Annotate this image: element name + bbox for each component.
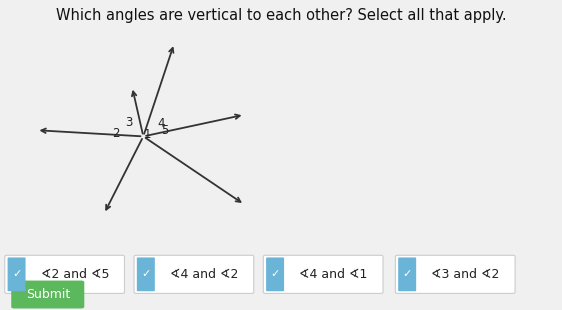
Text: 3: 3 bbox=[125, 116, 133, 129]
FancyBboxPatch shape bbox=[396, 255, 515, 293]
FancyBboxPatch shape bbox=[266, 257, 284, 291]
FancyBboxPatch shape bbox=[398, 257, 416, 291]
Text: ∢4 and ∢1: ∢4 and ∢1 bbox=[300, 268, 368, 281]
Text: ∢2 and ∢5: ∢2 and ∢5 bbox=[41, 268, 109, 281]
Text: Submit: Submit bbox=[26, 288, 70, 301]
Text: 2: 2 bbox=[112, 127, 120, 140]
FancyBboxPatch shape bbox=[11, 281, 84, 308]
Text: ✓: ✓ bbox=[12, 269, 21, 279]
FancyBboxPatch shape bbox=[137, 257, 155, 291]
Text: 1: 1 bbox=[144, 128, 152, 141]
Text: ✓: ✓ bbox=[141, 269, 151, 279]
Text: ∢4 and ∢2: ∢4 and ∢2 bbox=[170, 268, 238, 281]
FancyBboxPatch shape bbox=[134, 255, 253, 293]
Text: ✓: ✓ bbox=[402, 269, 412, 279]
Text: ✓: ✓ bbox=[270, 269, 280, 279]
FancyBboxPatch shape bbox=[8, 257, 26, 291]
Text: ∢3 and ∢2: ∢3 and ∢2 bbox=[432, 268, 500, 281]
Text: Which angles are vertical to each other? Select all that apply.: Which angles are vertical to each other?… bbox=[56, 8, 506, 23]
Text: 4: 4 bbox=[157, 117, 165, 130]
FancyBboxPatch shape bbox=[263, 255, 383, 293]
Text: 5: 5 bbox=[161, 124, 169, 137]
FancyBboxPatch shape bbox=[5, 255, 125, 293]
